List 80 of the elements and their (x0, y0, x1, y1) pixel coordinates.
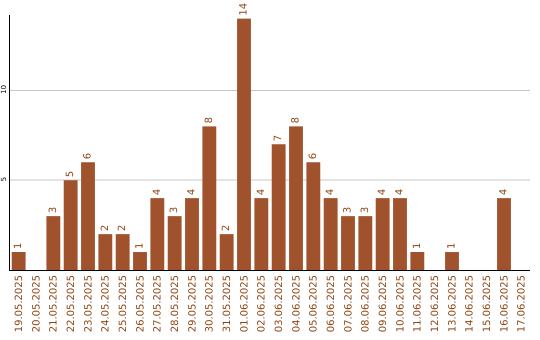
x-tick-label: 15.06.2025 (482, 275, 493, 332)
bar (46, 216, 60, 270)
x-tick-label: 26.05.2025 (135, 275, 146, 332)
data-label: 7 (273, 134, 284, 142)
data-label: 4 (325, 188, 336, 196)
data-label: 4 (152, 188, 163, 196)
bar (306, 162, 320, 270)
x-tick-label: 16.06.2025 (499, 275, 510, 332)
data-label: 2 (100, 224, 111, 232)
x-tick-label: 08.06.2025 (360, 275, 372, 332)
bar (168, 216, 182, 270)
x-tick-label: 22.05.2025 (66, 275, 77, 332)
data-label: 4 (394, 188, 406, 196)
bar (133, 252, 147, 270)
data-label: 3 (48, 206, 59, 214)
x-tick-label: 04.06.2025 (291, 275, 302, 332)
x-tick-label: 12.06.2025 (430, 275, 441, 332)
data-label: 1 (13, 242, 24, 250)
x-tick-label: 30.05.2025 (204, 275, 216, 332)
bar (376, 198, 390, 270)
x-tick-label: 06.06.2025 (326, 275, 337, 332)
data-label: 4 (256, 188, 267, 196)
bar (12, 252, 26, 270)
data-label: 2 (117, 224, 128, 232)
bar (324, 198, 338, 270)
bar (150, 198, 164, 270)
x-tick-label: 10.06.2025 (395, 275, 406, 332)
bar (98, 234, 112, 270)
data-label: 4 (377, 188, 388, 196)
x-tick-label: 02.06.2025 (256, 275, 268, 332)
data-label: 5 (65, 170, 76, 178)
x-tick-label: 20.05.2025 (31, 275, 42, 332)
data-label: 3 (342, 206, 354, 214)
data-label: 1 (134, 242, 146, 250)
data-label: 8 (204, 116, 215, 124)
data-label: 14 (238, 2, 250, 16)
bar (445, 252, 459, 270)
x-tick-label: 14.06.2025 (464, 275, 476, 332)
x-tick-label: 01.06.2025 (239, 275, 250, 332)
x-tick-label: 29.05.2025 (187, 275, 198, 332)
data-label: 8 (290, 116, 302, 124)
x-tick-label: 05.06.2025 (308, 275, 320, 332)
data-label: 2 (221, 224, 232, 232)
x-tick-label: 25.05.2025 (118, 275, 129, 332)
data-label: 3 (360, 206, 371, 214)
bar (497, 198, 511, 270)
x-tick-label: 07.06.2025 (343, 275, 354, 332)
x-tick-label: 09.06.2025 (378, 275, 389, 332)
bar (81, 162, 95, 270)
x-tick-label: 21.05.2025 (48, 275, 60, 332)
data-label: 6 (308, 152, 319, 160)
bar (393, 198, 407, 270)
bar (254, 198, 268, 270)
x-tick-label: 11.06.2025 (412, 275, 424, 332)
data-label: 3 (169, 206, 180, 214)
data-label: 1 (446, 242, 458, 250)
x-tick-label: 03.06.2025 (274, 275, 285, 332)
bar (237, 18, 251, 270)
x-tick-label: 24.05.2025 (100, 275, 112, 332)
bar (220, 234, 234, 270)
bar (64, 180, 78, 270)
bar (289, 126, 303, 270)
x-tick-label: 17.06.2025 (516, 275, 528, 332)
data-label: 4 (186, 188, 198, 196)
bar (185, 198, 199, 270)
bar (116, 234, 130, 270)
bar (341, 216, 355, 270)
x-tick-label: 23.05.2025 (83, 275, 94, 332)
bar (410, 252, 424, 270)
x-tick-label: 19.05.2025 (14, 275, 25, 332)
x-tick-label: 27.05.2025 (152, 275, 164, 332)
x-tick-label: 31.05.2025 (222, 275, 233, 332)
x-tick-label: 28.05.2025 (170, 275, 181, 332)
bar (272, 144, 286, 270)
x-tick-label: 13.06.2025 (447, 275, 458, 332)
bar (358, 216, 372, 270)
data-label: 6 (82, 152, 94, 160)
data-label: 4 (498, 188, 510, 196)
bar (202, 126, 216, 270)
data-label: 1 (412, 242, 423, 250)
